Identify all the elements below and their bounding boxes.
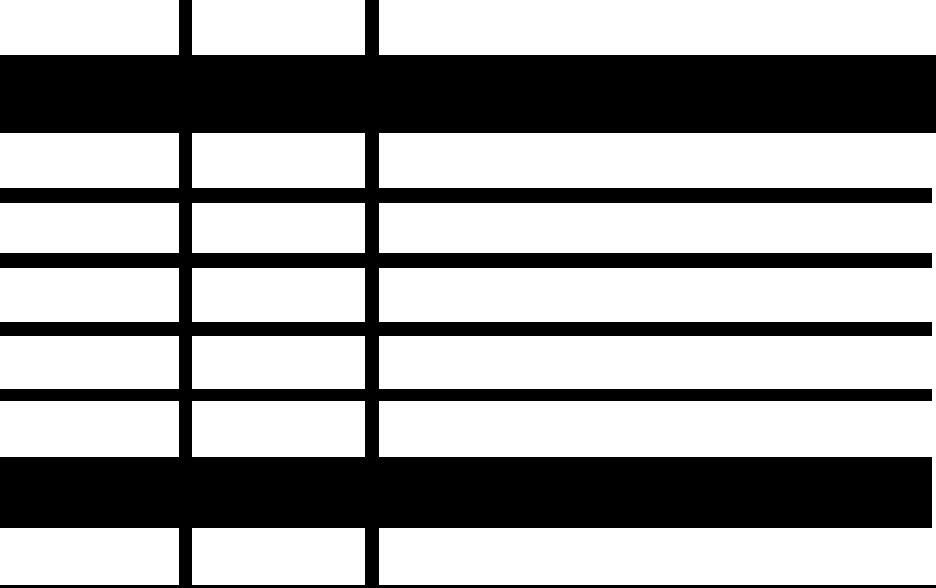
table-cell[interactable] bbox=[379, 203, 936, 253]
table-header-band bbox=[0, 55, 936, 133]
column-divider-1 bbox=[179, 0, 192, 588]
table-cell[interactable] bbox=[0, 0, 179, 55]
table-header-cell[interactable] bbox=[192, 55, 365, 133]
cell-value bbox=[0, 133, 179, 188]
table-bottom-border bbox=[0, 585, 936, 588]
table-cell[interactable] bbox=[192, 268, 365, 322]
cell-value bbox=[192, 133, 365, 188]
table-cell[interactable] bbox=[0, 203, 179, 253]
table-cell[interactable] bbox=[192, 528, 365, 585]
table-cell[interactable] bbox=[379, 133, 936, 188]
cell-value bbox=[0, 268, 179, 322]
table-cell[interactable] bbox=[0, 133, 179, 188]
cell-value bbox=[379, 133, 936, 188]
table-header-cell[interactable] bbox=[0, 55, 179, 133]
cell-value bbox=[192, 0, 365, 55]
total-label bbox=[192, 457, 365, 528]
cell-value bbox=[379, 528, 936, 585]
header-label bbox=[192, 55, 365, 133]
header-label bbox=[0, 55, 179, 133]
table-cell[interactable] bbox=[379, 401, 936, 457]
row-separator-3 bbox=[0, 322, 932, 336]
column-divider-2 bbox=[365, 0, 379, 588]
cell-value bbox=[379, 0, 936, 55]
table-cell[interactable] bbox=[192, 0, 365, 55]
cell-value bbox=[192, 268, 365, 322]
table-cell[interactable] bbox=[0, 336, 179, 389]
cell-value bbox=[379, 336, 936, 389]
table-total-cell[interactable] bbox=[0, 457, 179, 528]
table-cell[interactable] bbox=[379, 528, 936, 585]
row-separator-4 bbox=[0, 389, 932, 401]
table-cell[interactable] bbox=[379, 268, 936, 322]
table-cell[interactable] bbox=[192, 203, 365, 253]
cell-value bbox=[192, 203, 365, 253]
cell-value bbox=[0, 401, 179, 457]
cell-value bbox=[192, 528, 365, 585]
row-separator-2 bbox=[0, 253, 932, 268]
table-cell[interactable] bbox=[379, 336, 936, 389]
total-label bbox=[0, 457, 179, 528]
table-total-cell[interactable] bbox=[379, 457, 936, 528]
table-total-band bbox=[0, 457, 932, 528]
table-cell[interactable] bbox=[0, 528, 179, 585]
row-separator-1 bbox=[0, 188, 932, 203]
table-cell[interactable] bbox=[0, 401, 179, 457]
cell-value bbox=[379, 268, 936, 322]
total-label bbox=[379, 457, 936, 528]
table-cell[interactable] bbox=[192, 401, 365, 457]
cell-value bbox=[192, 401, 365, 457]
table-cell[interactable] bbox=[379, 0, 936, 55]
cell-value bbox=[0, 0, 179, 55]
table-total-cell[interactable] bbox=[192, 457, 365, 528]
table-header-cell[interactable] bbox=[379, 55, 936, 133]
cell-value bbox=[379, 203, 936, 253]
table-cell[interactable] bbox=[192, 336, 365, 389]
cell-value bbox=[379, 401, 936, 457]
table-cell[interactable] bbox=[0, 268, 179, 322]
cell-value bbox=[0, 336, 179, 389]
cell-value bbox=[192, 336, 365, 389]
cell-value bbox=[0, 528, 179, 585]
cell-value bbox=[0, 203, 179, 253]
table-cell[interactable] bbox=[192, 133, 365, 188]
header-label bbox=[379, 55, 936, 133]
